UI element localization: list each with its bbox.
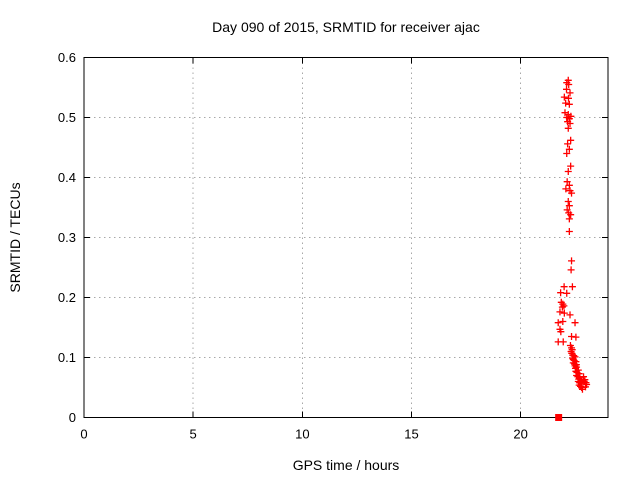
y-tick-label: 0.4 xyxy=(58,170,76,185)
data-point-marker xyxy=(566,89,574,97)
x-tick-label: 15 xyxy=(404,427,418,442)
data-point-marker xyxy=(567,211,575,219)
chart-title: Day 090 of 2015, SRMTID for receiver aja… xyxy=(212,19,480,35)
data-point-marker xyxy=(557,328,565,336)
data-point-marker xyxy=(562,99,570,107)
data-point-marker xyxy=(559,338,567,346)
data-point-marker xyxy=(565,202,573,210)
data-point-marker xyxy=(559,318,567,325)
data-point-marker xyxy=(560,283,568,291)
data-point-marker xyxy=(572,333,580,341)
data-point-marker xyxy=(568,283,576,291)
y-tick-labels: 0 0.1 0.2 0.3 0.4 0.5 0.6 xyxy=(58,50,76,425)
x-tick-label: 0 xyxy=(80,427,87,442)
data-point-square xyxy=(555,414,563,421)
y-axis-label: SRMTID / TECUs xyxy=(7,182,23,292)
axis-ticks xyxy=(83,57,608,418)
data-point-marker xyxy=(556,308,564,316)
data-point-marker xyxy=(565,100,573,108)
data-point-marker xyxy=(582,379,590,387)
y-tick-label: 0.5 xyxy=(58,110,76,125)
y-tick-label: 0.6 xyxy=(58,50,76,65)
x-tick-labels: 0 5 10 15 20 xyxy=(80,427,528,442)
data-point-marker xyxy=(571,319,579,327)
data-point-marker xyxy=(565,81,573,88)
data-point-marker xyxy=(564,124,572,132)
y-tick-label: 0.1 xyxy=(58,350,76,365)
data-point-marker xyxy=(567,266,575,274)
y-tick-label: 0.3 xyxy=(58,230,76,245)
data-point-marker xyxy=(564,198,572,205)
grid-lines xyxy=(84,57,608,418)
data-point-marker xyxy=(567,162,575,170)
data-point-marker xyxy=(563,178,571,186)
data-point-marker xyxy=(558,303,566,311)
data-point-marker xyxy=(566,311,574,319)
data-point-marker xyxy=(563,289,571,297)
data-point-marker xyxy=(564,168,572,175)
data-point-marker xyxy=(554,319,562,327)
data-point-marker xyxy=(568,189,576,197)
data-point-marker xyxy=(557,289,565,297)
data-point-marker xyxy=(565,181,573,189)
data-points xyxy=(554,76,591,421)
data-point-marker xyxy=(566,120,574,127)
data-point-marker xyxy=(581,376,589,384)
data-point-marker xyxy=(563,85,571,93)
x-axis-label: GPS time / hours xyxy=(293,457,400,473)
data-point-marker xyxy=(568,257,576,265)
x-tick-label: 10 xyxy=(295,427,309,442)
data-point-marker xyxy=(565,145,573,153)
data-point-marker xyxy=(564,140,572,148)
data-point-marker xyxy=(560,93,568,101)
data-point-marker xyxy=(580,373,588,381)
data-point-marker xyxy=(560,302,568,310)
data-point-marker xyxy=(562,185,570,193)
y-tick-label: 0 xyxy=(69,410,76,425)
data-point-marker xyxy=(560,309,568,317)
data-point-marker xyxy=(563,206,571,214)
data-point-marker xyxy=(563,150,571,157)
y-tick-label: 0.2 xyxy=(58,290,76,305)
data-point-marker xyxy=(564,94,572,102)
data-point-marker xyxy=(565,228,573,235)
x-tick-label: 20 xyxy=(513,427,527,442)
data-point-marker xyxy=(565,215,573,223)
data-point-marker xyxy=(567,136,575,144)
x-tick-label: 5 xyxy=(190,427,197,442)
